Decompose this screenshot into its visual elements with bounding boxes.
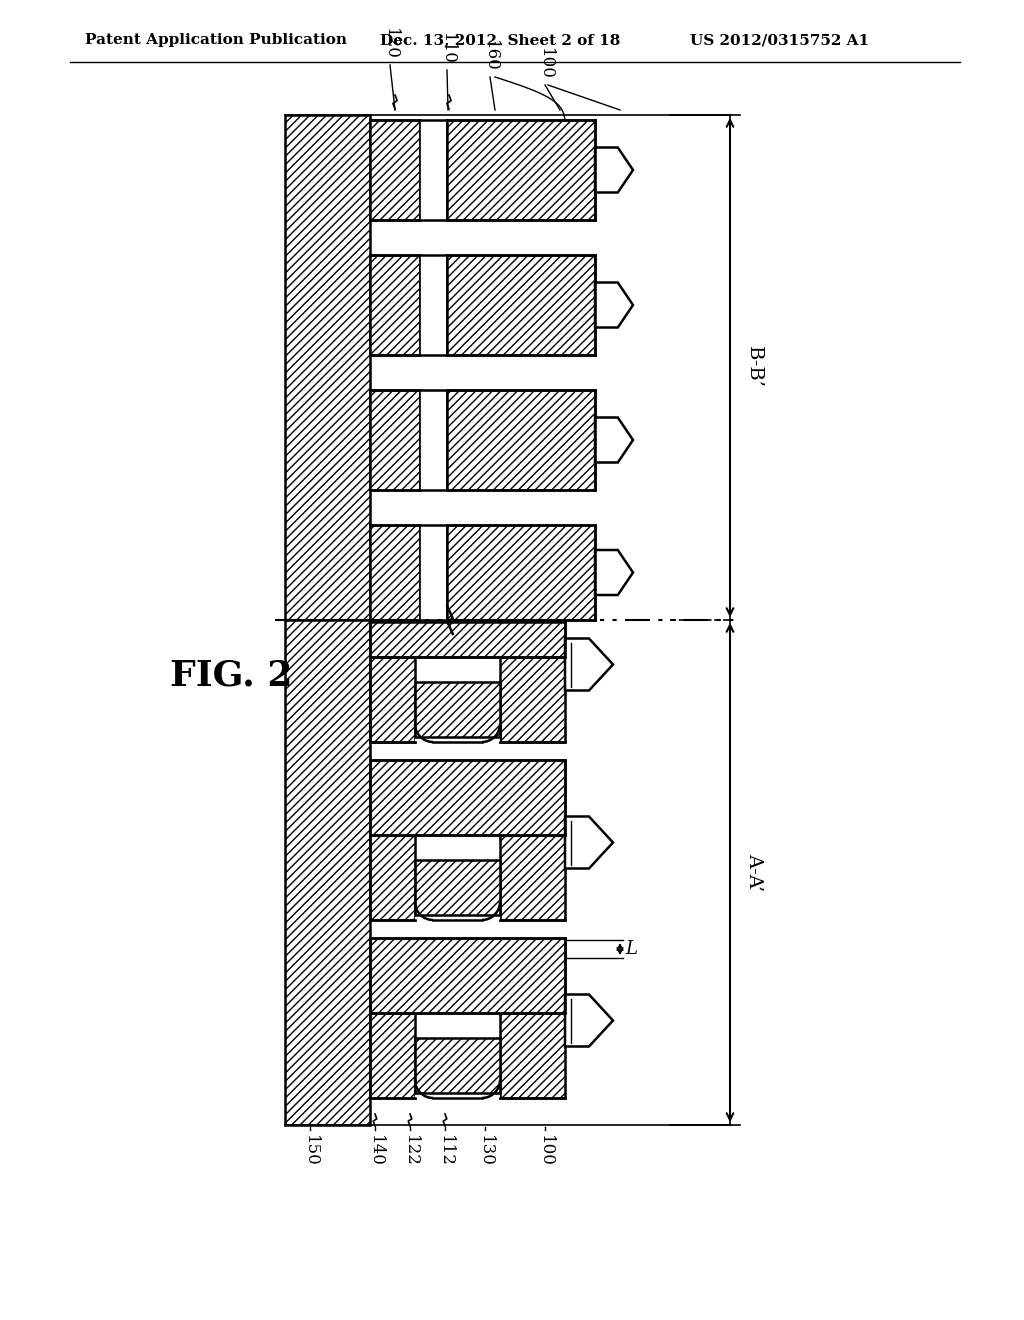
Polygon shape <box>595 550 633 595</box>
Bar <box>415 1093 500 1098</box>
Text: 160: 160 <box>481 40 499 73</box>
Text: 100: 100 <box>537 1135 554 1167</box>
Bar <box>500 1012 565 1098</box>
Bar <box>415 737 500 742</box>
Text: FIG. 2: FIG. 2 <box>170 657 293 692</box>
Bar <box>370 939 565 1012</box>
Bar <box>370 657 415 742</box>
Text: 150: 150 <box>301 1135 318 1167</box>
Bar <box>285 620 370 1125</box>
Polygon shape <box>595 282 633 327</box>
Bar <box>420 525 447 620</box>
Text: 130: 130 <box>476 1135 494 1167</box>
Text: Dec. 13, 2012  Sheet 2 of 18: Dec. 13, 2012 Sheet 2 of 18 <box>380 33 621 48</box>
Bar <box>415 915 500 920</box>
Text: US 2012/0315752 A1: US 2012/0315752 A1 <box>690 33 869 48</box>
Bar <box>370 389 420 490</box>
Bar <box>370 760 565 836</box>
Bar <box>420 389 447 490</box>
Text: B-B’: B-B’ <box>745 346 763 388</box>
Text: 110: 110 <box>438 33 456 65</box>
Text: 100: 100 <box>537 48 554 81</box>
Bar <box>447 255 595 355</box>
Text: 140: 140 <box>367 1135 384 1167</box>
Polygon shape <box>565 817 613 869</box>
Text: 122: 122 <box>401 1135 419 1167</box>
Text: Patent Application Publication: Patent Application Publication <box>85 33 347 48</box>
Bar <box>370 120 420 220</box>
Text: 120: 120 <box>382 28 398 59</box>
Text: A-A’: A-A’ <box>745 853 763 891</box>
Bar <box>500 657 565 742</box>
Polygon shape <box>565 639 613 690</box>
Bar <box>370 255 420 355</box>
Bar <box>370 1012 415 1098</box>
Bar <box>285 115 370 620</box>
Bar <box>447 525 595 620</box>
Bar <box>415 682 500 737</box>
Bar <box>500 836 565 920</box>
Text: 112: 112 <box>436 1135 454 1167</box>
Polygon shape <box>595 417 633 462</box>
Bar <box>370 836 415 920</box>
Polygon shape <box>595 148 633 193</box>
Bar <box>420 255 447 355</box>
Text: L: L <box>625 940 637 958</box>
Bar <box>447 389 595 490</box>
Polygon shape <box>565 994 613 1047</box>
Bar <box>370 622 565 657</box>
Bar <box>415 861 500 915</box>
Bar <box>420 120 447 220</box>
Bar <box>370 525 420 620</box>
Bar <box>447 120 595 220</box>
Bar <box>415 1038 500 1093</box>
